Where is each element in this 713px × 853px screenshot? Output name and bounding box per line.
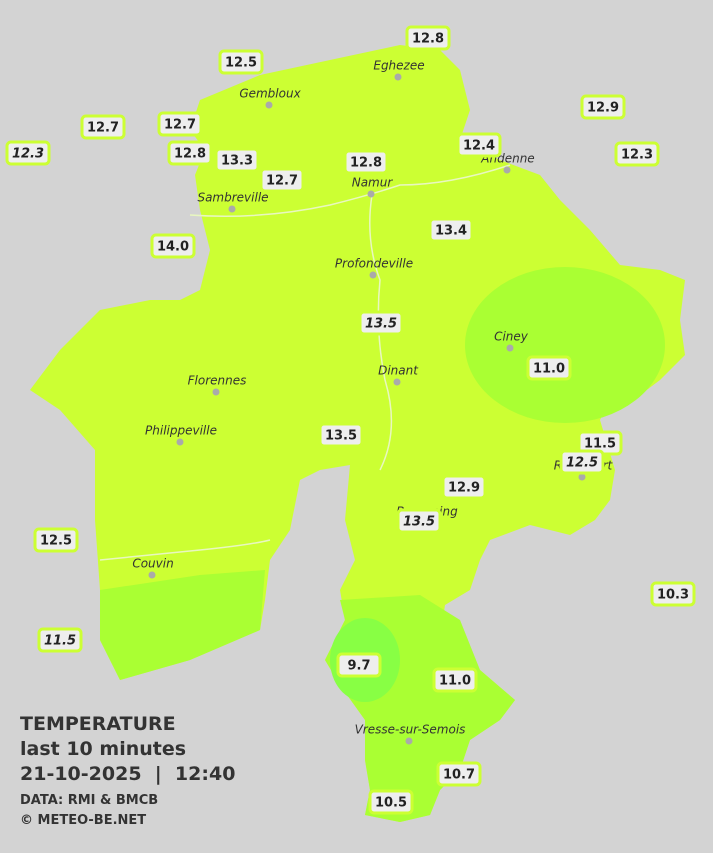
station-box xyxy=(526,355,572,381)
station-value: 9.7 xyxy=(347,659,370,674)
town-label: Philippeville xyxy=(145,424,217,438)
cool-zone xyxy=(465,267,665,423)
town-dot xyxy=(394,73,402,81)
station-box xyxy=(80,114,126,140)
station-box xyxy=(167,140,213,166)
legend-title: TEMPERATURE xyxy=(20,713,176,735)
station-box xyxy=(432,667,478,693)
town-label: Vresse-sur-Semois xyxy=(355,723,466,737)
station-box xyxy=(343,149,389,175)
station-value: 11.5 xyxy=(584,437,616,452)
station-box xyxy=(150,233,196,259)
town-dot xyxy=(265,101,273,109)
station-value: 13.5 xyxy=(403,515,435,530)
station-box xyxy=(33,527,79,553)
station-box xyxy=(580,94,626,120)
station-value: 11.5 xyxy=(44,634,76,649)
station-box xyxy=(214,147,260,173)
legend-source: DATA: RMI & BMCB xyxy=(20,793,158,808)
station-box xyxy=(5,140,51,166)
town-label: Dinant xyxy=(378,364,419,378)
station-box xyxy=(559,449,605,475)
station-box xyxy=(441,474,487,500)
town-dot xyxy=(578,473,586,481)
station-box xyxy=(436,761,482,787)
town-label: Couvin xyxy=(132,557,173,571)
station-box xyxy=(650,581,696,607)
legend-credit: © METEO-BE.NET xyxy=(20,813,146,828)
station-value: 12.7 xyxy=(266,174,298,189)
station-box xyxy=(368,789,414,815)
station-value: 12.9 xyxy=(587,101,619,116)
station-box xyxy=(358,310,404,336)
town-dot xyxy=(503,166,511,174)
town-dot xyxy=(367,190,375,198)
station-value: 13.3 xyxy=(221,154,253,169)
station-value: 11.0 xyxy=(533,362,565,377)
station-value: 12.8 xyxy=(350,156,382,171)
station-value: 14.0 xyxy=(157,240,189,255)
town-label: Profondeville xyxy=(335,257,413,271)
station-value: 13.4 xyxy=(435,224,467,239)
station-value: 12.8 xyxy=(174,147,206,162)
station-value: 12.9 xyxy=(448,481,480,496)
town-dot xyxy=(212,388,220,396)
station-value: 12.5 xyxy=(40,534,72,549)
town-label: Namur xyxy=(352,176,394,190)
station-box xyxy=(336,652,382,678)
station-box xyxy=(456,132,502,158)
station-value: 10.5 xyxy=(375,796,407,811)
station-value: 13.5 xyxy=(365,317,397,332)
station-value: 12.7 xyxy=(164,118,196,133)
town-dot xyxy=(176,438,184,446)
cool-zone xyxy=(100,570,265,680)
station-value: 10.7 xyxy=(443,768,475,783)
town-dot xyxy=(393,378,401,386)
town-label: Eghezee xyxy=(373,59,424,73)
town-dot xyxy=(506,344,514,352)
station-box xyxy=(428,217,474,243)
station-box xyxy=(157,111,203,137)
station-box xyxy=(614,141,660,167)
station-value: 12.5 xyxy=(566,456,598,471)
town-label: Gembloux xyxy=(239,87,301,101)
station-box xyxy=(259,167,305,193)
river xyxy=(99,539,271,561)
town-dot xyxy=(148,571,156,579)
station-value: 13.5 xyxy=(325,429,357,444)
station-value: 12.3 xyxy=(12,147,44,162)
station-value: 12.7 xyxy=(87,121,119,136)
town-label: Ciney xyxy=(494,330,529,344)
station-box xyxy=(37,627,83,653)
town-dot xyxy=(405,737,413,745)
town-dot xyxy=(369,271,377,279)
station-box xyxy=(218,49,264,75)
legend-datetime: 21-10-2025 | 12:40 xyxy=(20,763,235,785)
station-value: 11.0 xyxy=(439,674,471,689)
station-value: 12.5 xyxy=(225,56,257,71)
station-value: 10.3 xyxy=(657,588,689,603)
station-box xyxy=(405,25,451,51)
town-label: Florennes xyxy=(188,374,247,388)
town-dot xyxy=(228,205,236,213)
station-value: 12.8 xyxy=(412,32,444,47)
legend-subtitle: last 10 minutes xyxy=(20,738,186,760)
station-value: 12.3 xyxy=(621,148,653,163)
station-value: 12.4 xyxy=(463,139,495,154)
town-label: Sambreville xyxy=(197,191,268,205)
station-box xyxy=(396,508,442,534)
station-box xyxy=(318,422,364,448)
